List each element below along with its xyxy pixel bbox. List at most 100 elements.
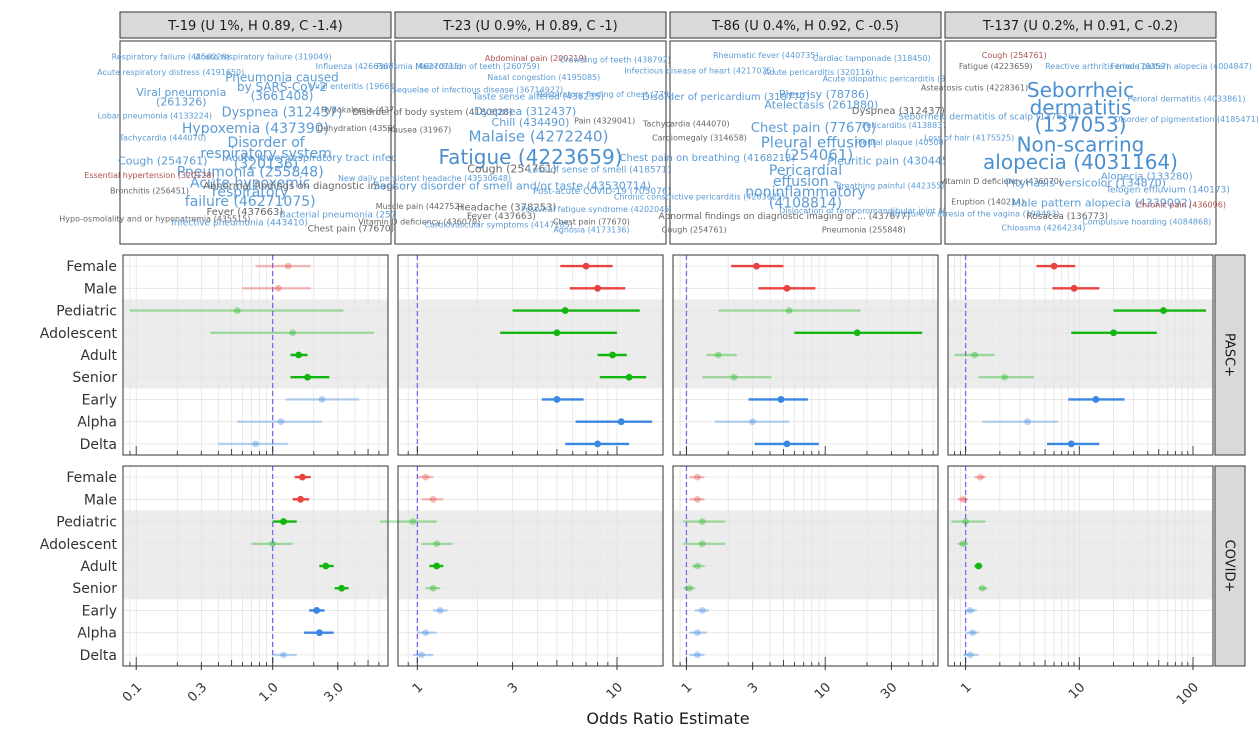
wordcloud-box-2 [394,40,667,245]
estimate-point [1024,418,1031,426]
estimate-point [418,651,425,659]
wordcloud-word: Abnormal findings on diagnostic imaging … [203,181,483,192]
wordcloud-word: Breathing painful (442355) [836,182,944,191]
wordcloud-word: Acute respiratory distress (4191650) [97,68,244,77]
wordcloud-box-1 [119,40,392,245]
wordcloud-word: Cough (254761) [662,225,727,234]
estimate-point [1070,284,1078,292]
row-label-female: Female [66,259,117,275]
row-label-female: Female [66,470,117,486]
wordcloud-word: Postviral fatigue syndrome (4202045) [521,205,673,214]
facet-border [397,465,664,667]
estimate-point [284,262,292,270]
wordcloud-word: Respiratory failure (4256228) [112,53,230,62]
panel-title-2: T-23 (U 0.9%, H 0.89, C -1) [442,19,617,34]
estimate-point [966,651,974,659]
x-tick-label: 10 [1066,680,1088,702]
x-tick-label: 3 [745,680,761,696]
wordcloud-word: Hypoxemia (437390) [182,121,329,137]
wordcloud-word: Infective pneumonia (443410) [171,218,308,228]
wordcloud-word: (254061) [784,146,853,164]
estimate-point [777,396,785,403]
wordcloud-word: (261326) [156,96,207,109]
panel-strip-4 [944,11,1217,39]
estimate-point [594,440,602,448]
estimate-point [338,584,346,592]
estimate-point [1001,373,1008,381]
row-label-pediatric: Pediatric [56,304,117,320]
wordcloud-word: Seborrheic [1027,78,1134,102]
x-tick-label: 1 [679,680,695,696]
estimate-point [962,518,970,525]
wordcloud-word: Hypokalemia (437833) [321,106,413,115]
wordcloud-word: Alopecia (133280) [1101,171,1193,182]
estimate-point [694,651,701,659]
wordcloud-word: Post-acute COVID-19 (705076) [533,187,671,197]
wordcloud-word: Chronic constrictive pericarditis (42036… [614,193,785,202]
x-tick-label: 0.1 [120,680,145,705]
estimate-point [1092,396,1100,403]
estimate-point [582,262,590,270]
wordcloud-word: Chest pain (77670) [751,121,876,136]
wordcloud-word: Compulsive hoarding (4084868) [1082,218,1211,227]
wordcloud-word: Dyspnea (312437) [222,106,343,121]
facet-label-covid-plus: COVID+ [1221,540,1236,593]
panel-title-1: T-19 (U 1%, H 0.89, C -1.4) [167,19,342,34]
wordcloud-word: Pleurisy (78786) [779,88,869,101]
wordcloud-word: Pericardial [769,163,842,179]
x-tick-label: 1.0 [256,680,281,705]
facet-border [672,254,939,456]
estimate-point [280,518,287,525]
facet-strip-covid-plus [1214,465,1246,667]
estimate-point [422,473,430,481]
facet-border [122,254,389,456]
estimate-point [553,396,561,403]
x-tick-label: 1 [410,680,426,696]
wordcloud-word: Dehydration (435796) [317,124,406,133]
wordcloud-word: Hypo-osmolality and or hyponatremia (435… [59,214,250,223]
row-label-delta: Delta [80,437,117,453]
estimate-point [969,629,976,637]
wordcloud-word: Acute hypoxemic [190,175,310,191]
row-label-male: Male [84,281,117,297]
estimate-point [274,284,282,292]
wordcloud-word: Loss of sense of smell (4185711) [528,165,677,175]
wordcloud-word: Disorder of pericardium (318772) [642,92,810,103]
estimate-point [252,440,260,448]
wordcloud-word: Chest pain (77670) [553,218,630,227]
panel-strip-1 [119,11,392,39]
estimate-point [409,518,417,525]
estimate-point [698,607,706,614]
facet-border [397,254,664,456]
x-tick-label: 3.0 [322,680,347,705]
wordcloud-word: failure (46271075) [185,194,316,210]
row-label-adult: Adult [81,348,118,364]
x-tick-label: 1 [958,680,974,696]
wordcloud-word: Cardiomegaly (314658) [652,134,747,143]
estimate-point [959,540,967,548]
estimate-point [694,629,701,637]
wordcloud-word: Reactive arthritis triad (78357) [1045,62,1169,71]
wordcloud-word: Cardiac tamponade (318450) [813,54,931,63]
estimate-point [436,607,444,614]
x-tick-label: 10 [812,680,834,702]
wordcloud-word: Viral enteritis (196620) [310,82,403,91]
wordcloud-word: Pneumonia (255848) [822,225,906,234]
facet-border [947,465,1214,667]
wordcloud-word: Pneumonia (255848) [177,164,324,180]
wordcloud-word: Dislocation of temporomandibular joint (… [779,207,980,216]
wordcloud-word: Pneumonia caused [225,70,339,84]
x-tick-label: 3 [505,680,521,696]
estimate-point [594,284,602,292]
wordcloud-word: Infectious disease of heart (4217075) [624,67,775,76]
wordcloud-word: Non-scarring [1017,133,1145,157]
wordcloud-word: Respiratory finding of chest (77987) [538,90,683,99]
wordcloud-word: (320136) [234,157,298,173]
wordcloud-word: Pleuritic pain (430445) [827,155,953,168]
wordcloud-word: Asteatosis cutis (4228361) [921,84,1028,93]
wordcloud-word: Eruption (140214) [951,197,1024,206]
estimate-point [1110,329,1117,337]
wordcloud-word: alopecia (4031164) [983,150,1178,174]
wordcloud-word: Rheumatic fever (440735) [713,51,819,60]
estimate-point [978,584,986,592]
